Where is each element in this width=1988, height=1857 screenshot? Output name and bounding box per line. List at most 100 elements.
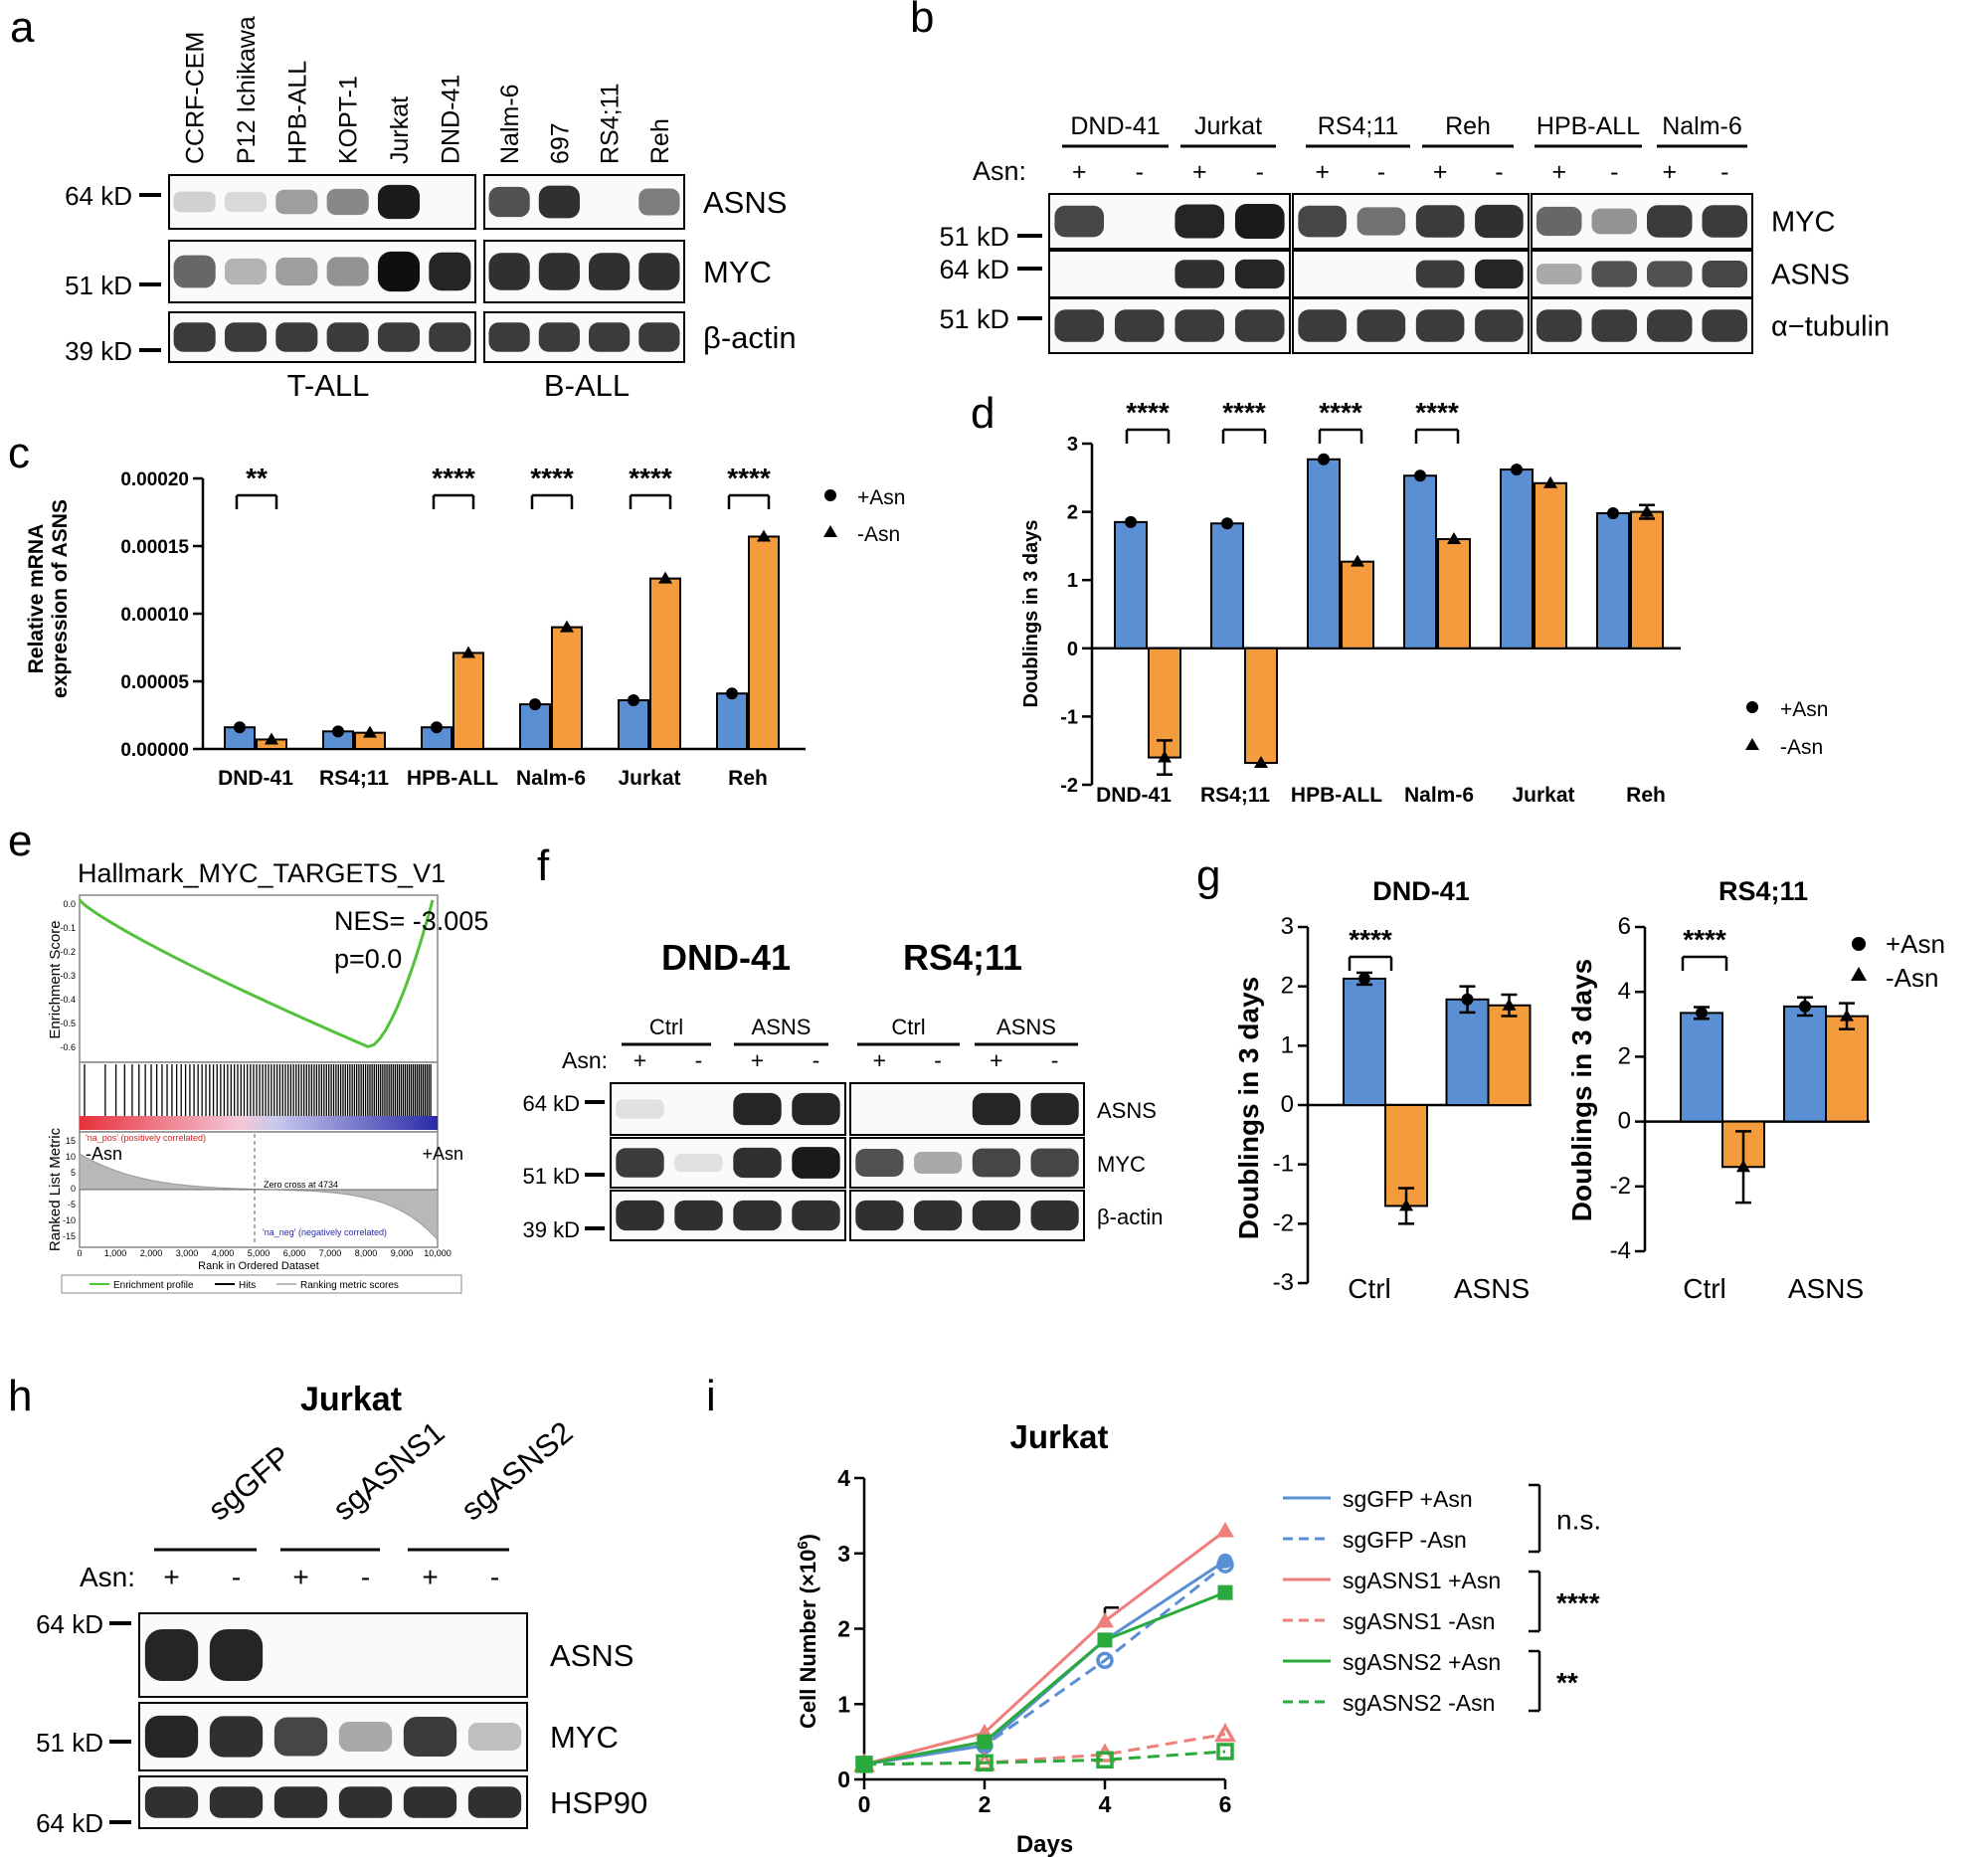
- legend-label: -Asn: [1886, 963, 1938, 993]
- chart-c-point: [628, 694, 639, 707]
- y-axis-label: Doublings in 3 days: [1566, 959, 1597, 1221]
- chart-d-point: [1318, 453, 1330, 465]
- gsea-title: Hallmark_MYC_TARGETS_V1: [78, 858, 446, 888]
- gsea-neg-label: -Asn: [86, 1144, 122, 1164]
- chart-c-point: [529, 698, 541, 711]
- legend-label: sgGFP -Asn: [1343, 1527, 1467, 1553]
- sig-label: n.s.: [1556, 1505, 1601, 1536]
- chart-d-bar: [1437, 538, 1471, 650]
- marker-label: 39 kD: [65, 336, 132, 366]
- panel-letter-i: i: [706, 1372, 716, 1420]
- chart-i-y-tick-label: 3: [837, 1541, 850, 1567]
- legend-label: sgASNS1 -Asn: [1343, 1608, 1495, 1634]
- blot-b-MYC-band: [1175, 204, 1225, 239]
- blot-a-MYC-tall-band: [429, 252, 471, 291]
- blot-a-MYC-tall-band: [173, 255, 216, 288]
- blot-b-MYC-band: [1356, 207, 1406, 236]
- chart-c-category-label: HPB-ALL: [407, 767, 498, 790]
- gsea-axis-label: Enrichment Score: [47, 920, 64, 1038]
- chart-c-category-label: Reh: [728, 767, 768, 790]
- asn-sign: -: [934, 1047, 942, 1073]
- chart-d-category-label: Nalm-6: [1404, 784, 1474, 807]
- blot-f-MYC-band: [733, 1147, 782, 1179]
- gsea-tick-label: -15: [63, 1231, 76, 1241]
- blot-b-tubulin-band: [1356, 309, 1406, 342]
- chart-d-bar: [1114, 520, 1148, 650]
- panel-letter-c: c: [8, 429, 30, 477]
- chart-g2-y-tick-label: 2: [1618, 1042, 1631, 1069]
- chart-d-sig-label: ****: [1222, 397, 1266, 428]
- legend-marker: [823, 525, 837, 537]
- y-axis-label: Doublings in 3 days: [1020, 520, 1042, 708]
- y-axis-label: expression of ASNS: [49, 499, 72, 698]
- blot-b-tubulin-band: [1475, 309, 1524, 342]
- blot-b-MYC-band: [1536, 206, 1582, 237]
- chart-d-point: [1543, 475, 1557, 488]
- chart-g2-bar: [1783, 1005, 1827, 1123]
- asn-sign: -: [1720, 158, 1728, 186]
- chart-i-y-tick-label: 1: [837, 1691, 850, 1717]
- blot-a-actin-tall-band: [377, 322, 421, 352]
- blot-f-actin-band: [674, 1200, 723, 1231]
- chart-g2-bar: [1825, 1015, 1869, 1123]
- blot-f-MYC-band: [914, 1152, 963, 1174]
- blot-f-actin-band: [1030, 1200, 1079, 1231]
- protein-label: HSP90: [550, 1785, 647, 1820]
- blot-b-tubulin-band: [1536, 309, 1582, 342]
- blot-a-ASNS-tall-band: [326, 188, 369, 216]
- protein-label: MYC: [1771, 207, 1835, 239]
- chart-c-y-tick-label: 0.00015: [120, 537, 189, 558]
- chart-g1-y-tick-label: 3: [1281, 913, 1294, 940]
- asn-sign: +: [1551, 158, 1566, 186]
- chart-g2-y-tick-label: -4: [1610, 1237, 1631, 1264]
- chart-i-y-tick-label: 4: [837, 1465, 850, 1491]
- blot-f-MYC-band: [792, 1147, 840, 1179]
- gsea-x-tick-label: 9,000: [391, 1248, 414, 1258]
- panel-letter-d: d: [971, 389, 994, 438]
- gsea-na-pos: 'na_pos' (positively correlated): [86, 1133, 206, 1143]
- chart-i-point: [1096, 1651, 1114, 1670]
- chart-g1-category-label: ASNS: [1454, 1273, 1530, 1304]
- chart-c-point: [461, 646, 475, 658]
- cell-label: Reh: [1445, 112, 1491, 140]
- blot-h-HSP90-band: [467, 1786, 522, 1818]
- chart-c-category-label: DND-41: [218, 767, 293, 790]
- chart-c-point: [431, 721, 443, 734]
- blot-b-ASNS-band: [1702, 260, 1748, 288]
- blot-b-ASNS-band: [1234, 259, 1285, 289]
- chart-d-bar: [1596, 511, 1630, 650]
- gsea-x-tick-label: 1,000: [104, 1248, 127, 1258]
- group-label: sgGFP: [202, 1439, 297, 1528]
- chart-g2-y-tick-label: 4: [1618, 978, 1631, 1005]
- blot-h-ASNS-box: [138, 1612, 528, 1698]
- chart-d-category-label: Reh: [1626, 784, 1666, 807]
- gsea-tick-label: -5: [68, 1200, 76, 1209]
- blot-b-MYC-band: [1054, 205, 1105, 238]
- blot-a-MYC-tall-band: [224, 258, 268, 285]
- gsea-axis-label: Ranked List Metric: [47, 1127, 64, 1251]
- chart-d-y-tick-label: -1: [1060, 706, 1078, 728]
- cell-label: Nalm-6: [1662, 112, 1742, 140]
- legend-label: +Asn: [1780, 698, 1828, 721]
- blot-f-actin-band: [733, 1200, 782, 1231]
- lane-label: P12 Ichikawa: [233, 16, 261, 164]
- protein-label: β-actin: [703, 320, 797, 355]
- chart-i-point: [1096, 1611, 1114, 1628]
- legend-label: -Asn: [857, 523, 900, 546]
- blot-h-MYC-band: [273, 1717, 328, 1757]
- asn-sign: +: [1433, 158, 1448, 186]
- gsea-tick-label: -0.5: [60, 1019, 76, 1028]
- legend-marker: [1745, 738, 1759, 750]
- blot-b-tubulin-band: [1591, 309, 1638, 342]
- asn-sign: +: [633, 1047, 646, 1073]
- blot-b-MYC-band: [1702, 205, 1748, 238]
- blot-a-ASNS-ball-band: [538, 185, 580, 219]
- cell-title: DND-41: [661, 937, 791, 978]
- chart-c-bar: [452, 651, 484, 750]
- blot-b-MYC-band: [1475, 204, 1524, 239]
- blot-h-ASNS-band: [209, 1628, 264, 1682]
- chart-d-sig-label: ****: [1415, 397, 1459, 428]
- asn-sign: +: [1662, 158, 1677, 186]
- chart-d-category-label: HPB-ALL: [1291, 784, 1382, 807]
- chart-i-point: [1213, 1723, 1237, 1743]
